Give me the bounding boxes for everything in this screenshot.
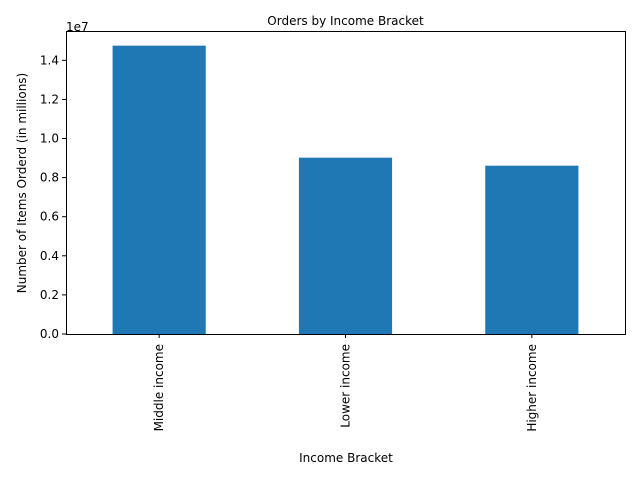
x-tick-label: Lower income [339,344,353,428]
bar-lower-income [298,157,393,334]
x-ticks-group: Middle income Lower income Higher income [152,334,539,432]
bars-group [112,45,579,335]
y-tick-label: 0.8 [40,171,59,185]
y-tick-label: 1.2 [40,92,59,106]
y-tick-label: 0.6 [40,210,59,224]
y-tick-label: 1.4 [40,53,59,67]
y-tick-label: 0.2 [40,288,59,302]
y-tick-label: 0.0 [40,327,59,341]
x-axis-label: Income Bracket [299,451,393,465]
plot-frame [66,31,626,335]
y-axis-label: Number of Items Orderd (in millions) [15,73,29,293]
y-tick-label: 0.4 [40,249,59,263]
x-tick-label: Middle income [152,344,166,431]
bar-middle-income [112,45,206,335]
chart-title: Orders by Income Bracket [267,14,424,28]
x-tick-label: Higher income [525,344,539,432]
y-tick-label: 1.0 [40,132,59,146]
y-ticks-group: 0.0 0.2 0.4 0.6 0.8 1.0 1.2 1.4 [40,53,66,341]
y-axis-offset-label: 1e7 [66,20,89,34]
bar-higher-income [485,165,579,334]
